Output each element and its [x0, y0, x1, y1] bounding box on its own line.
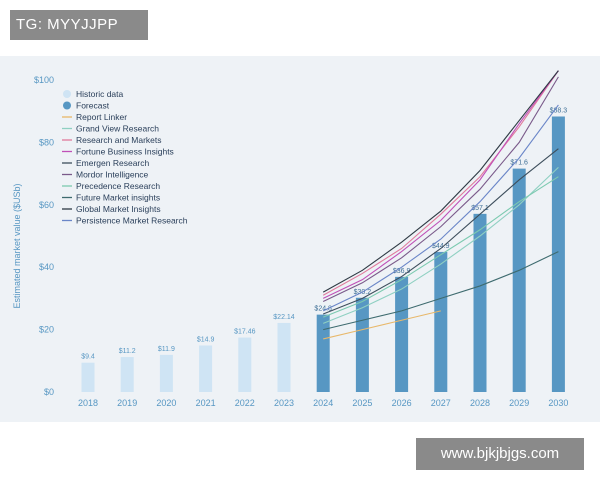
historic-bar-2020: [159, 354, 173, 392]
historic-value-label-2021: $14.9: [197, 337, 215, 344]
watermark-top-badge: TG: MYYJJPP: [10, 10, 148, 40]
x-tick-label-2028: 2028: [470, 398, 490, 408]
x-axis-ticks: 2018 2019 2020 2021 2022 2023 2024 2025 2026 2027…: [78, 398, 568, 408]
y-tick-label-4: $80: [39, 137, 54, 147]
forecast-bar-2028: [473, 213, 487, 392]
forecast-value-label-2029: $71.6: [510, 160, 528, 167]
series-line-report-linker: [323, 310, 441, 340]
y-tick-label-3: $60: [39, 200, 54, 210]
x-tick-label-2022: 2022: [235, 398, 255, 408]
legend-persistence-market-research-label: Persistence Market Research: [76, 216, 188, 226]
forecast-bar-2024: [316, 314, 330, 392]
legend-emergen-research-label: Emergen Research: [76, 158, 150, 168]
series-line-grand-view-research: [322, 166, 559, 324]
historic-value-label-2018: $9.4: [81, 354, 95, 361]
forecast-value-label-2030: $88.3: [550, 108, 568, 115]
x-tick-label-2021: 2021: [196, 398, 216, 408]
forecast-bar-2027: [434, 251, 448, 392]
y-tick-label-2: $40: [39, 262, 54, 272]
historic-value-label-2022: $17.46: [234, 329, 256, 336]
x-tick-label-2024: 2024: [313, 398, 333, 408]
x-tick-label-2023: 2023: [274, 398, 294, 408]
series-line-emergen-research: [322, 148, 559, 315]
historic-bar-2018: [81, 362, 95, 392]
x-tick-label-2026: 2026: [392, 398, 412, 408]
forecast-bar-2030: [551, 116, 565, 392]
y-tick-label-0: $0: [44, 387, 54, 397]
historic-value-label-2020: $11.9: [158, 346, 175, 353]
bars-group: [81, 116, 565, 392]
x-tick-label-2030: 2030: [548, 398, 568, 408]
forecast-bar-2025: [355, 297, 369, 392]
x-tick-label-2029: 2029: [509, 398, 529, 408]
forecast-value-label-2024: $24.8: [314, 306, 332, 313]
legend-swatch-forecast: [63, 101, 71, 110]
historic-bar-2019: [120, 357, 134, 392]
series-line-mordor-intelligence: [322, 76, 559, 303]
historic-bar-2022: [238, 337, 252, 392]
series-line-global-market-insights: [322, 70, 559, 293]
forecast-value-label-2028: $57.1: [471, 205, 489, 212]
y-tick-label-1: $20: [39, 325, 54, 335]
watermark-top-text: TG: MYYJJPP: [16, 16, 119, 33]
series-line-future-market-insights: [323, 251, 559, 331]
legend-historic-label: Historic data: [76, 89, 124, 99]
x-tick-label-2025: 2025: [352, 398, 372, 408]
legend-research-and-markets-label: Research and Markets: [76, 135, 162, 145]
historic-value-label-2019: $11.2: [119, 348, 136, 355]
legend-global-market-insights-label: Global Market Insights: [76, 204, 161, 214]
y-axis-ticks: $0 $20 $40 $60 $80 $100: [34, 75, 54, 397]
x-tick-label-2019: 2019: [117, 398, 137, 408]
legend-precedence-research-label: Precedence Research: [76, 181, 160, 191]
forecast-value-label-2026: $36.9: [393, 268, 411, 275]
watermark-bottom-badge: www.bjkjbjgs.com: [416, 438, 584, 470]
series-line-precedence-research: [322, 176, 559, 318]
historic-bar-2023: [277, 322, 291, 392]
series-line-persistence-market-research: [322, 104, 559, 312]
series-lines-group: [322, 70, 559, 340]
legend-forecast-label: Forecast: [76, 101, 110, 111]
y-axis-title: Estimated market value ($USb): [12, 183, 22, 308]
x-tick-label-2020: 2020: [156, 398, 176, 408]
market-value-chart: Estimated market value ($USb) $0 $20 $40 $6…: [12, 70, 568, 408]
series-line-fortune-business-insights: [322, 70, 559, 299]
legend-report-linker-label: Report Linker: [76, 112, 127, 122]
watermark-bottom-text: www.bjkjbjgs.com: [440, 445, 560, 462]
forecast-bar-2029: [512, 168, 526, 392]
x-tick-label-2027: 2027: [431, 398, 451, 408]
y-tick-label-5: $100: [34, 75, 54, 85]
forecast-bar-2026: [395, 276, 409, 392]
legend-grand-view-research-label: Grand View Research: [76, 124, 159, 134]
legend-future-market-insights-label: Future Market insights: [76, 193, 160, 203]
x-tick-label-2018: 2018: [78, 398, 98, 408]
series-line-research-and-markets: [322, 70, 559, 296]
legend-mordor-intelligence-label: Mordor Intelligence: [76, 170, 149, 180]
legend-swatch-historic: [63, 90, 71, 98]
chart-panel: Estimated market value ($USb) $0 $20 $40 $6…: [0, 56, 600, 422]
historic-bar-2021: [199, 345, 213, 392]
legend-fortune-business-insights-label: Fortune Business Insights: [76, 147, 174, 157]
forecast-value-label-2027: $44.9: [432, 243, 450, 250]
historic-value-label-2023: $22.14: [273, 314, 295, 321]
